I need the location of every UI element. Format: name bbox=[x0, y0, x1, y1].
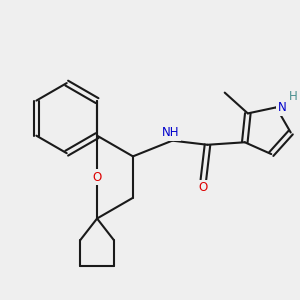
Text: H: H bbox=[290, 90, 298, 103]
Text: NH: NH bbox=[162, 126, 179, 139]
Text: O: O bbox=[199, 182, 208, 194]
Text: N: N bbox=[278, 101, 286, 114]
Text: O: O bbox=[92, 171, 102, 184]
